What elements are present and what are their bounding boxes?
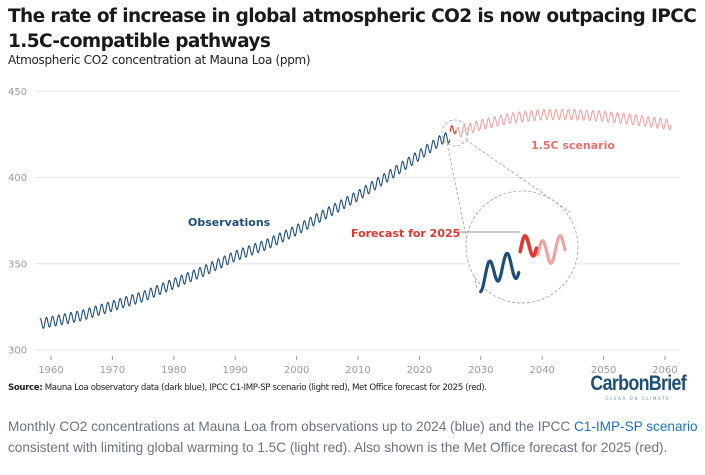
figure-caption: Monthly CO2 concentrations at Mauna Loa … bbox=[8, 416, 698, 458]
source-label: Source: bbox=[8, 383, 43, 393]
annotation-forecast-2025: Forecast for 2025 bbox=[351, 227, 460, 240]
x-tick-label: 2030 bbox=[468, 365, 493, 375]
series-lines bbox=[39, 108, 672, 329]
inset-line-observations bbox=[479, 251, 521, 294]
x-axis-ticks: 1960 1970 1980 1990 2000 2010 2020 2030 2040 2050… bbox=[38, 356, 678, 375]
series-line-observations bbox=[39, 132, 451, 329]
caption-text-start: Monthly CO2 concentrations at Mauna Loa … bbox=[8, 419, 574, 434]
x-tick-label: 2010 bbox=[345, 365, 370, 375]
logo-tagline: CLEAR ON CLIMATE bbox=[605, 396, 671, 401]
co2-chart: 300 350 400 450 1960 1970 1980 1990 2000 2010 202… bbox=[8, 87, 680, 375]
series-line-forecast-for-2025 bbox=[449, 124, 457, 135]
inset-line-1-5c-scenario bbox=[536, 234, 567, 265]
caption-text-end: consistent with limiting global warming … bbox=[8, 440, 668, 455]
scenario-link[interactable]: C1-IMP-SP scenario bbox=[573, 419, 698, 434]
zoom-inset bbox=[441, 119, 579, 304]
x-tick-label: 2020 bbox=[407, 365, 432, 375]
x-tick-label: 1960 bbox=[38, 365, 63, 375]
zoom-source-circle bbox=[441, 119, 469, 147]
inset-line-forecast-for-2025 bbox=[518, 234, 539, 258]
y-tick-label: 350 bbox=[8, 259, 27, 270]
x-tick-label: 1980 bbox=[161, 365, 186, 375]
gridlines bbox=[35, 90, 680, 351]
series-line-1-5c-scenario bbox=[455, 108, 672, 138]
annotations: Observations Forecast for 2025 1.5C scen… bbox=[188, 139, 615, 240]
y-axis-ticks: 300 350 400 450 bbox=[8, 87, 27, 357]
source-text: Mauna Loa observatory data (dark blue), … bbox=[42, 383, 487, 393]
chart-subtitle: Atmospheric CO2 concentration at Mauna L… bbox=[8, 53, 311, 67]
logo-wordmark: CarbonBrief bbox=[590, 372, 687, 395]
annotation-1-5c-scenario: 1.5C scenario bbox=[531, 139, 615, 152]
source-note: Source: Mauna Loa observatory data (dark… bbox=[8, 383, 487, 393]
y-tick-label: 300 bbox=[8, 346, 27, 357]
annotation-observations: Observations bbox=[188, 216, 271, 229]
x-tick-label: 1990 bbox=[222, 365, 247, 375]
carbonbrief-logo[interactable]: CarbonBrief CLEAR ON CLIMATE bbox=[582, 372, 694, 402]
x-tick-label: 2060 bbox=[652, 365, 677, 375]
y-tick-label: 400 bbox=[8, 173, 27, 184]
x-tick-label: 1970 bbox=[100, 365, 125, 375]
x-tick-label: 2000 bbox=[284, 365, 309, 375]
x-tick-label: 2050 bbox=[591, 365, 616, 375]
x-tick-label: 2040 bbox=[529, 365, 554, 375]
y-tick-label: 450 bbox=[8, 87, 27, 98]
chart-title: The rate of increase in global atmospher… bbox=[8, 6, 697, 52]
